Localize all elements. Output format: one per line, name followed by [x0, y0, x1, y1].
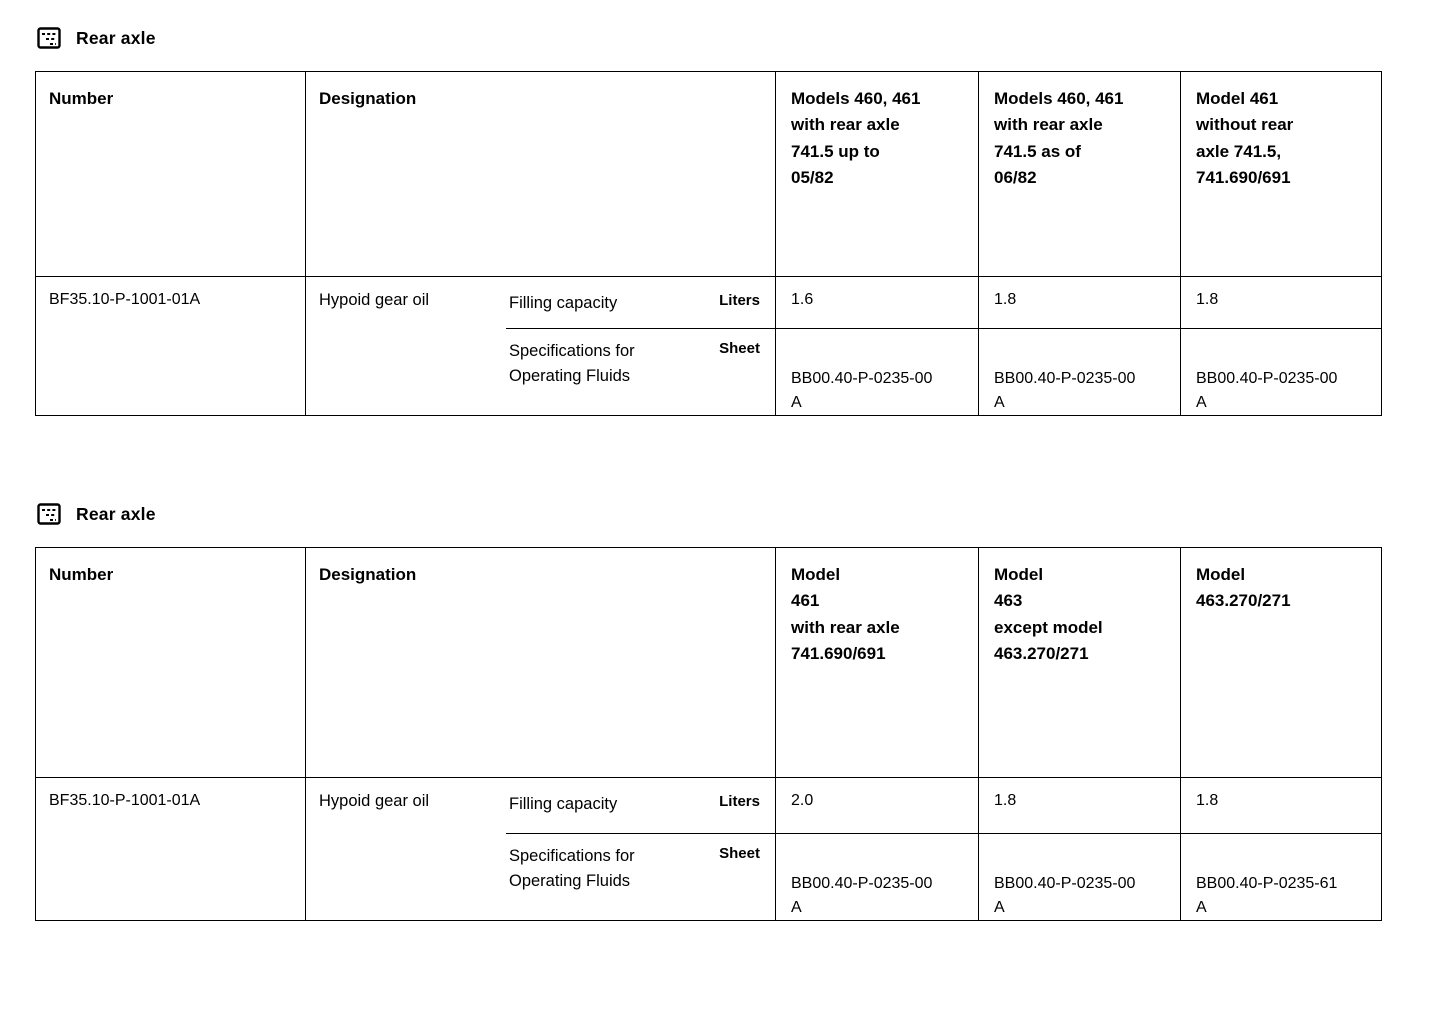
cell-model-3: 1.8 BB00.40-P-0235-00 A — [1181, 277, 1381, 415]
header-cell-model-1: Models 460, 461 with rear axle 741.5 up … — [776, 72, 979, 276]
designation-value: Hypoid gear oil — [319, 291, 430, 309]
cell-model-2: 1.8 BB00.40-P-0235-00 A — [979, 277, 1181, 415]
document-page: Rear axle Number Designation Models 460,… — [35, 26, 1440, 921]
specifications-label: Specifications for Operating Fluids — [509, 847, 635, 890]
filling-capacity-unit: Liters — [719, 793, 760, 810]
specifications-unit: Sheet — [719, 340, 760, 357]
rear-axle-section-1: Rear axle Number Designation Models 460,… — [35, 26, 1440, 416]
cell-model-2: 1.8 BB00.40-P-0235-00 A — [979, 778, 1181, 920]
section-title: Rear axle — [76, 503, 156, 524]
header-cell-number: Number — [36, 72, 306, 276]
cell-number: BF35.10-P-1001-01A — [36, 778, 306, 920]
cell-model-3: 1.8 BB00.40-P-0235-61 A — [1181, 778, 1381, 920]
filling-capacity-subrow: Filling capacity Liters — [506, 778, 775, 834]
specifications-unit: Sheet — [719, 845, 760, 862]
table-body-row: BF35.10-P-1001-01A Hypoid gear oil Filli… — [36, 778, 1381, 920]
specifications-subrow: Specifications for Operating Fluids Shee… — [506, 834, 775, 920]
spec-table: Number Designation Model 461 with rear a… — [35, 547, 1382, 921]
rear-axle-section-2: Rear axle Number Designation Model 461 w… — [35, 502, 1440, 921]
spec-sheet-value: BB00.40-P-0235-00 A — [791, 370, 933, 411]
specifications-label: Specifications for Operating Fluids — [509, 342, 635, 385]
header-cell-model-2: Models 460, 461 with rear axle 741.5 as … — [979, 72, 1181, 276]
designation-subrows: Filling capacity Liters Specifications f… — [506, 277, 775, 415]
filling-value: 1.8 — [1181, 778, 1381, 834]
spec-sheet-value: BB00.40-P-0235-00 A — [994, 370, 1136, 411]
header-cell-number: Number — [36, 548, 306, 777]
fluid-capacity-icon — [37, 502, 63, 526]
spec-sheet-value: BB00.40-P-0235-00 A — [1196, 370, 1338, 411]
table-header-row: Number Designation Model 461 with rear a… — [36, 548, 1381, 778]
section-title-row: Rear axle — [37, 26, 1440, 50]
cell-model-1: 1.6 BB00.40-P-0235-00 A — [776, 277, 979, 415]
header-cell-model-3: Model 461 without rear axle 741.5, 741.6… — [1196, 89, 1294, 188]
specifications-subrow: Specifications for Operating Fluids Shee… — [506, 329, 775, 415]
designation-value: Hypoid gear oil — [319, 792, 430, 810]
fluid-capacity-icon — [37, 26, 63, 50]
filling-value: 2.0 — [776, 778, 978, 834]
filling-value: 1.8 — [979, 778, 1180, 834]
filling-value: 1.6 — [776, 277, 978, 329]
table-header-row: Number Designation Models 460, 461 with … — [36, 72, 1381, 277]
spec-sheet-value: BB00.40-P-0235-00 A — [791, 875, 933, 916]
filling-capacity-subrow: Filling capacity Liters — [506, 277, 775, 329]
header-cell-model-2: Model 463 except model 463.270/271 — [979, 548, 1181, 777]
cell-model-1: 2.0 BB00.40-P-0235-00 A — [776, 778, 979, 920]
header-cell-model-1: Model 461 with rear axle 741.690/691 — [776, 548, 979, 777]
header-cell-model-3: Model 463.270/271 — [1196, 565, 1291, 611]
table-body-row: BF35.10-P-1001-01A Hypoid gear oil Filli… — [36, 277, 1381, 415]
spec-table: Number Designation Models 460, 461 with … — [35, 71, 1382, 416]
section-title: Rear axle — [76, 27, 156, 48]
filling-capacity-label: Filling capacity — [509, 795, 618, 813]
cell-number: BF35.10-P-1001-01A — [36, 277, 306, 415]
filling-capacity-label: Filling capacity — [509, 294, 618, 312]
spec-sheet-value: BB00.40-P-0235-61 A — [1196, 875, 1338, 916]
filling-capacity-unit: Liters — [719, 292, 760, 309]
spec-sheet-value: BB00.40-P-0235-00 A — [994, 875, 1136, 916]
cell-designation: Hypoid gear oil Filling capacity Liters … — [306, 277, 776, 415]
section-title-row: Rear axle — [37, 502, 1440, 526]
filling-value: 1.8 — [979, 277, 1180, 329]
header-cell-designation: Designation — [306, 72, 776, 276]
designation-subrows: Filling capacity Liters Specifications f… — [506, 778, 775, 920]
header-cell-designation: Designation — [306, 548, 776, 777]
cell-designation: Hypoid gear oil Filling capacity Liters … — [306, 778, 776, 920]
filling-value: 1.8 — [1181, 277, 1381, 329]
